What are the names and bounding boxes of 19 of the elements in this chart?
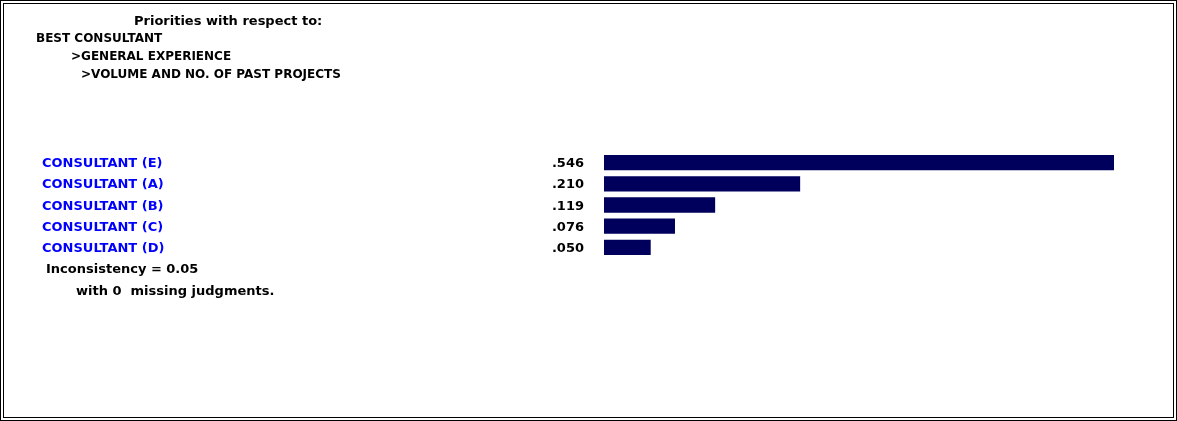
data-label: .210 (551, 176, 584, 192)
y-tick-label: CONSULTANT (E) (42, 155, 163, 171)
bar (604, 218, 675, 234)
data-label: .119 (551, 197, 584, 213)
bar (604, 239, 651, 256)
data-label: .076 (551, 218, 584, 234)
y-tick-label: CONSULTANT (D) (42, 239, 165, 255)
bar (604, 154, 1114, 171)
text: Inconsistency = 0.05 (46, 261, 199, 276)
bar (604, 197, 716, 213)
bar (604, 176, 801, 192)
y-tick-label: CONSULTANT (C) (42, 218, 164, 234)
data-label: .050 (551, 239, 584, 255)
text: Priorities with respect to: (134, 13, 323, 28)
text: with 0 missing judgments. (76, 283, 275, 298)
y-tick-label: CONSULTANT (B) (42, 197, 164, 213)
y-tick-label: CONSULTANT (A) (42, 176, 164, 192)
text: BEST CONSULTANT >GENERAL EXPERIENCE >VOLUME AND NO. OF PAST PROJECTS (36, 31, 341, 81)
data-label: .546 (551, 155, 584, 171)
